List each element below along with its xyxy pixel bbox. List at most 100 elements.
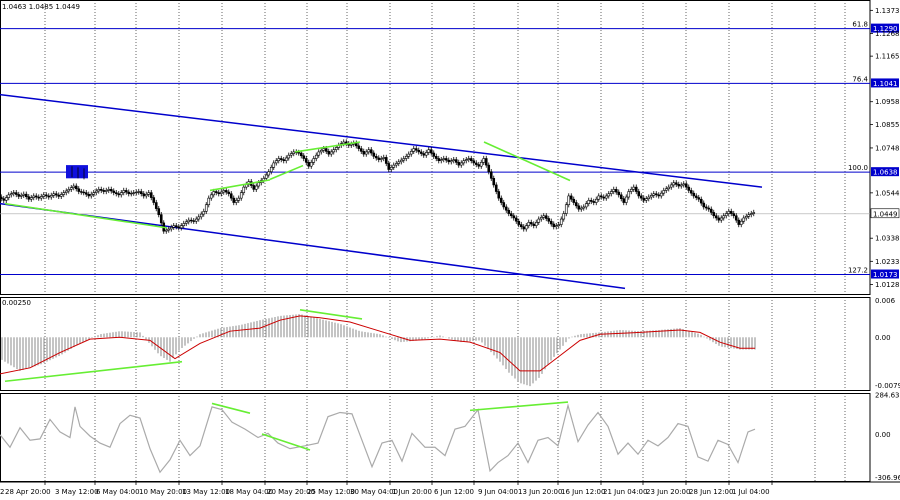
candle <box>92 189 96 197</box>
candle <box>527 219 531 229</box>
x-tick-label: 13 Jun 20:00 <box>518 488 562 496</box>
candle <box>587 197 591 207</box>
candle <box>134 189 138 196</box>
cci-panel <box>0 401 756 474</box>
candle <box>87 191 91 199</box>
x-tick-label: 28 Apr 20:00 <box>5 488 51 496</box>
candle <box>597 193 601 202</box>
candle <box>632 184 636 192</box>
candle <box>694 193 698 201</box>
candle <box>317 149 321 158</box>
candle <box>447 157 451 165</box>
candle <box>442 155 446 163</box>
candle <box>699 196 703 206</box>
candle <box>702 200 706 210</box>
candle <box>432 150 436 159</box>
candle <box>309 159 313 169</box>
candle <box>594 196 598 206</box>
candle <box>719 215 723 223</box>
candle <box>372 150 376 159</box>
candle <box>289 150 293 158</box>
candle <box>364 149 368 157</box>
cci-divergence-line <box>211 402 251 414</box>
price-y-tick-label: 1.0338 <box>875 235 900 243</box>
candle <box>604 193 608 201</box>
candle <box>707 205 711 212</box>
candle <box>704 204 708 211</box>
candle <box>544 213 548 222</box>
candle <box>532 221 536 229</box>
candle <box>669 182 673 190</box>
candle <box>659 190 663 199</box>
candle <box>47 193 51 200</box>
candle <box>744 213 748 221</box>
candle <box>387 160 391 173</box>
price-y-tick-label: 1.1268 <box>875 30 900 38</box>
candle <box>574 199 578 209</box>
grid-lines <box>44 0 846 482</box>
candle <box>59 191 63 200</box>
candle <box>664 186 668 194</box>
candle <box>612 186 616 195</box>
candle <box>337 142 341 151</box>
candle <box>599 193 603 200</box>
candle <box>747 212 751 219</box>
candle <box>49 192 53 200</box>
candle <box>137 188 141 195</box>
candle <box>394 160 398 168</box>
candle <box>724 210 728 219</box>
candle <box>54 191 58 198</box>
candle <box>692 190 696 199</box>
price-y-tick-label: 1.0958 <box>875 98 900 106</box>
candle <box>97 186 101 194</box>
price-panel: 61.8 76.4 100.0 127.2 <box>0 21 870 290</box>
candle <box>104 187 108 195</box>
candle <box>267 169 271 178</box>
candle <box>129 190 133 197</box>
candle <box>727 208 731 217</box>
candle <box>12 189 16 197</box>
candle <box>634 184 638 195</box>
price-y-tick-label: 1.1165 <box>875 53 900 61</box>
candle <box>224 187 228 195</box>
candle <box>582 204 586 211</box>
price-divergence-line <box>209 179 271 192</box>
candle <box>79 188 83 195</box>
x-tick-label: 28 Jun 12:00 <box>689 488 733 496</box>
cci-y-tick-label: 0.00 <box>875 431 891 439</box>
candle <box>84 189 88 197</box>
candle <box>272 160 276 170</box>
x-tick-label: 21 Jun 04:00 <box>603 488 647 496</box>
candle <box>262 175 266 184</box>
candle <box>34 193 38 200</box>
candle <box>69 185 73 192</box>
candle <box>234 197 238 206</box>
candle <box>274 158 278 166</box>
candle <box>199 211 203 220</box>
cci-line <box>0 403 756 474</box>
highlight-box <box>66 165 88 179</box>
fib-127.2-value-tag: 1.0173 <box>871 269 899 279</box>
current-price-tag: 1.0449 <box>870 208 900 218</box>
candle <box>559 216 563 228</box>
candle <box>619 192 623 202</box>
candle <box>112 188 116 196</box>
candle <box>417 147 421 155</box>
candle <box>642 195 646 203</box>
candle <box>402 155 406 163</box>
candle <box>0 194 3 202</box>
candle <box>517 218 521 228</box>
candle <box>637 188 641 199</box>
price-y-tick-label: 1.0128 <box>875 281 900 289</box>
fib-127.2-label: 127.2 <box>848 267 868 275</box>
candle <box>454 156 458 166</box>
candle <box>269 164 273 175</box>
candle <box>147 189 151 197</box>
candle <box>94 188 98 196</box>
candle <box>567 193 571 208</box>
candle <box>714 213 718 221</box>
candle <box>239 189 243 201</box>
candle <box>329 149 333 157</box>
candle <box>192 218 196 224</box>
candle <box>502 199 506 210</box>
